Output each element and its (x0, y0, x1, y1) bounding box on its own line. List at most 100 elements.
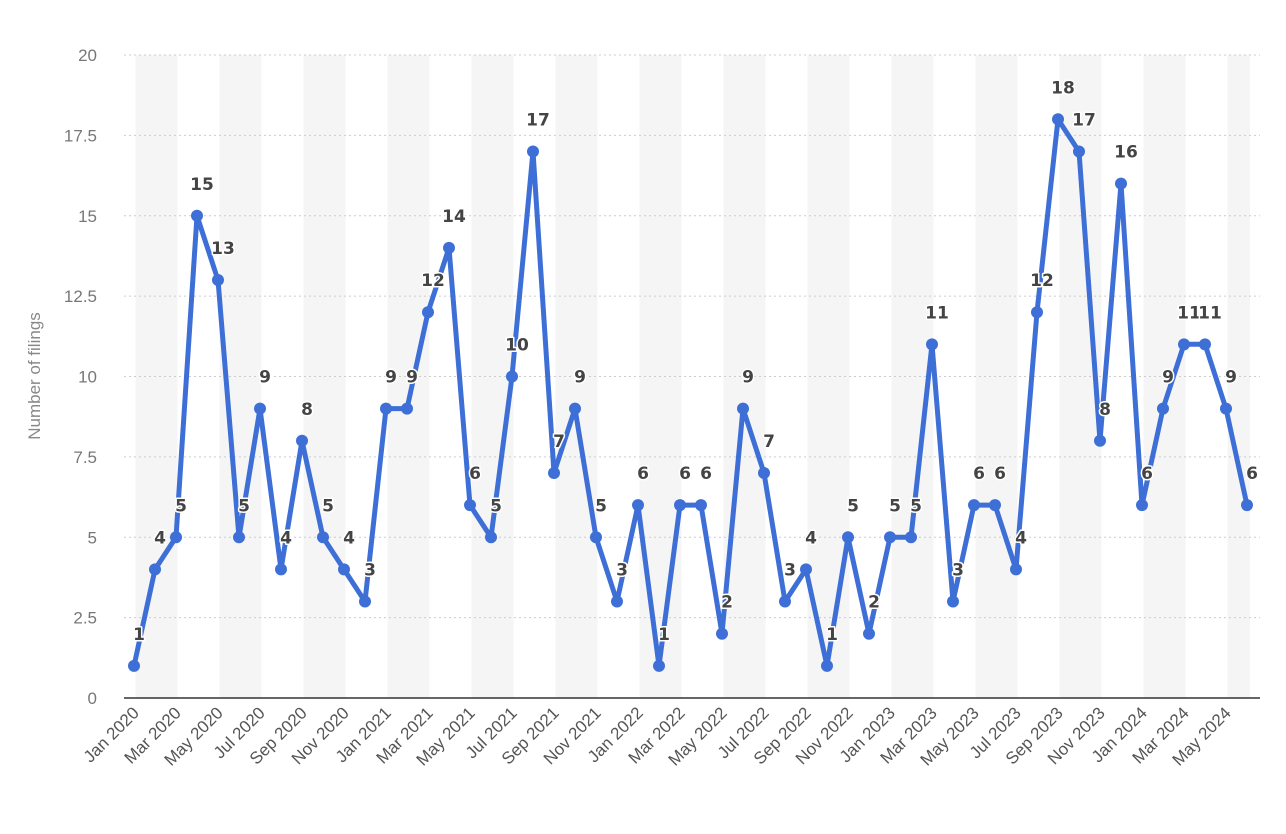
data-point (884, 531, 896, 544)
data-point (548, 466, 560, 479)
data-label: 5 (910, 496, 922, 516)
data-point (863, 627, 875, 640)
data-label: 3 (616, 561, 628, 581)
data-label: 6 (637, 464, 649, 484)
data-label: 18 (1051, 78, 1075, 98)
data-point (1241, 499, 1253, 512)
data-label: 9 (385, 368, 397, 388)
data-label: 5 (889, 496, 901, 516)
data-label: 11 (925, 303, 949, 323)
data-label: 5 (847, 496, 859, 516)
data-label: 1 (133, 625, 145, 645)
data-point (128, 659, 140, 672)
y-tick-label: 17.5 (64, 126, 97, 145)
data-point (1220, 402, 1232, 415)
data-label: 1 (826, 625, 838, 645)
data-point (275, 563, 287, 576)
data-label: 8 (301, 400, 313, 420)
data-points (128, 113, 1253, 672)
data-point (611, 595, 623, 608)
data-point (653, 659, 665, 672)
y-tick-label: 10 (78, 368, 97, 387)
data-label: 6 (994, 464, 1006, 484)
data-label: 6 (973, 464, 985, 484)
data-point (464, 499, 476, 512)
data-label: 5 (322, 496, 334, 516)
data-point (1115, 177, 1127, 190)
data-label: 17 (526, 110, 550, 130)
y-tick-label: 2.5 (73, 609, 97, 628)
data-point (359, 595, 371, 608)
data-label: 6 (700, 464, 712, 484)
y-tick-label: 12.5 (64, 287, 97, 306)
column-band (975, 55, 1018, 698)
data-point (527, 145, 539, 158)
data-label: 3 (952, 561, 964, 581)
data-point (947, 595, 959, 608)
data-label: 15 (190, 175, 214, 195)
data-point (149, 563, 161, 576)
y-tick-label: 5 (88, 528, 97, 547)
y-tick-label: 0 (88, 689, 97, 708)
y-axis-label: Number of filings (25, 312, 44, 440)
data-label: 11 (1198, 303, 1222, 323)
data-point (800, 563, 812, 576)
data-label: 6 (469, 464, 481, 484)
data-point (590, 531, 602, 544)
data-label: 5 (490, 496, 502, 516)
data-label: 9 (406, 368, 418, 388)
data-point (1178, 338, 1190, 351)
data-point (338, 563, 350, 576)
data-label: 1 (658, 625, 670, 645)
data-label: 9 (574, 368, 586, 388)
data-label: 5 (595, 496, 607, 516)
data-point (569, 402, 581, 415)
data-point (1031, 306, 1043, 319)
data-label: 9 (742, 368, 754, 388)
data-label: 7 (553, 432, 565, 452)
data-point (1010, 563, 1022, 576)
y-tick-label: 15 (78, 207, 97, 226)
data-point (758, 466, 770, 479)
data-label: 6 (1246, 464, 1258, 484)
data-label: 2 (721, 593, 733, 613)
data-label: 6 (1141, 464, 1153, 484)
y-tick-label: 7.5 (73, 448, 97, 467)
data-point (233, 531, 245, 544)
data-point (1052, 113, 1064, 126)
data-point (1073, 145, 1085, 158)
data-point (842, 531, 854, 544)
data-label: 3 (784, 561, 796, 581)
data-label: 14 (442, 207, 466, 227)
data-label: 4 (805, 528, 817, 548)
data-point (443, 241, 455, 254)
data-point (485, 531, 497, 544)
data-point (821, 659, 833, 672)
data-label: 5 (238, 496, 250, 516)
data-point (506, 370, 518, 383)
data-point (254, 402, 266, 415)
data-point (422, 306, 434, 319)
data-label: 10 (505, 336, 529, 356)
data-point (1199, 338, 1211, 351)
column-band (135, 55, 178, 698)
data-label: 11 (1177, 303, 1201, 323)
data-label: 9 (1225, 368, 1237, 388)
data-point (170, 531, 182, 544)
data-point (926, 338, 938, 351)
data-point (317, 531, 329, 544)
data-label: 8 (1099, 400, 1111, 420)
data-point (695, 499, 707, 512)
data-point (401, 402, 413, 415)
y-tick-label: 20 (78, 46, 97, 65)
data-point (737, 402, 749, 415)
data-label: 13 (211, 239, 235, 259)
data-label: 9 (259, 368, 271, 388)
data-label: 6 (679, 464, 691, 484)
data-point (1094, 434, 1106, 447)
series-line (131, 116, 1250, 669)
data-label: 12 (1030, 271, 1054, 291)
data-point (296, 434, 308, 447)
data-point (905, 531, 917, 544)
